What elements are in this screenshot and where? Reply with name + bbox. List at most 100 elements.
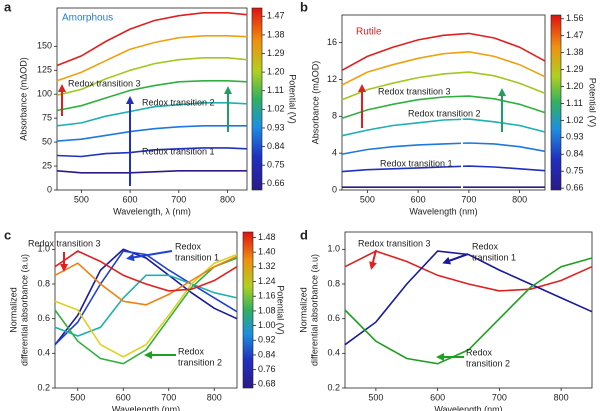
colorbar bbox=[550, 14, 562, 191]
spectrum-line bbox=[56, 80, 248, 112]
spectrum-line bbox=[54, 250, 238, 346]
x-tick-label: 600 bbox=[411, 194, 426, 204]
spectrum-line bbox=[341, 95, 546, 119]
colorbar-tick-label: 1.29 bbox=[267, 48, 285, 58]
y-tick-label: 0.8 bbox=[37, 278, 50, 288]
spectrum-line bbox=[56, 170, 247, 174]
annotation: Redox transition 3 bbox=[68, 78, 141, 88]
y-axis-label: differential absorbance (a.u) bbox=[309, 254, 319, 366]
colorbar-tick-label: 0.66 bbox=[566, 182, 584, 192]
y-tick-label: 0 bbox=[47, 184, 52, 194]
annotation: Redox transition 3 bbox=[358, 238, 431, 248]
y-tick-label: 150 bbox=[37, 41, 52, 51]
x-tick-label: 700 bbox=[161, 392, 176, 402]
x-tick-label: 500 bbox=[70, 392, 85, 402]
inset-label: Rutile bbox=[356, 27, 382, 38]
colorbar-tick-label: 0.75 bbox=[267, 160, 285, 170]
colorbar-tick-label: 0.66 bbox=[267, 178, 285, 188]
colorbar-tick-label: 1.00 bbox=[258, 320, 276, 330]
arrow bbox=[369, 249, 377, 270]
arrow bbox=[442, 253, 469, 265]
colorbar-tick-label: 1.16 bbox=[258, 291, 276, 301]
x-tick-label: 700 bbox=[492, 392, 507, 402]
y-axis-label: Absorbance (mΔOD) bbox=[310, 61, 320, 145]
x-tick-label: 500 bbox=[368, 392, 383, 402]
x-tick-label: 500 bbox=[360, 194, 375, 204]
annotation: Redox transition 1 bbox=[142, 146, 215, 156]
spectrum-line bbox=[56, 57, 248, 96]
colorbar-tick-label: 1.11 bbox=[566, 98, 583, 108]
spectrum-line bbox=[344, 257, 593, 365]
x-axis-label: Wavelength (nm) bbox=[112, 404, 180, 411]
annotation: Redox transition 3 bbox=[378, 86, 451, 96]
x-axis-label: Wavelength (nm) bbox=[434, 404, 502, 411]
colorbar-tick-label: 1.29 bbox=[566, 64, 584, 74]
spectrum-line bbox=[341, 165, 546, 173]
colorbar-label: Potential (V) bbox=[588, 78, 598, 128]
colorbar-tick-label: 0.84 bbox=[267, 141, 285, 151]
x-tick-label: 800 bbox=[554, 392, 569, 402]
spectrum-line bbox=[344, 250, 593, 346]
inset-label: Amorphous bbox=[62, 13, 113, 24]
colorbar-tick-label: 1.11 bbox=[267, 85, 284, 95]
colorbar-tick-label: 1.02 bbox=[566, 115, 584, 125]
plot-frame bbox=[56, 7, 248, 191]
panel-label: c bbox=[4, 227, 11, 242]
x-tick-label: 700 bbox=[461, 194, 476, 204]
colorbar-tick-label: 1.20 bbox=[566, 81, 584, 91]
colorbar-tick-label: 1.24 bbox=[258, 276, 276, 286]
spectrum-line bbox=[54, 274, 238, 337]
y-tick-label: 100 bbox=[37, 89, 52, 99]
y-tick-label: 0.8 bbox=[327, 278, 340, 288]
spectrum-line bbox=[56, 12, 248, 67]
panel-label: d bbox=[300, 227, 308, 242]
colorbar-tick-label: 1.40 bbox=[258, 247, 276, 257]
y-tick-label: 75 bbox=[42, 113, 52, 123]
colorbar-tick-label: 1.56 bbox=[566, 13, 584, 23]
colorbar-tick-label: 1.32 bbox=[258, 261, 276, 271]
colorbar-tick-label: 0.76 bbox=[258, 364, 276, 374]
y-tick-label: 0.4 bbox=[327, 348, 340, 358]
x-tick-label: 800 bbox=[207, 392, 222, 402]
colorbar-tick-label: 0.92 bbox=[258, 335, 276, 345]
colorbar-tick-label: 0.84 bbox=[566, 149, 584, 159]
y-tick-label: 1.0 bbox=[37, 244, 50, 254]
annotation: transition 2 bbox=[466, 358, 510, 368]
spectrum-line bbox=[54, 253, 238, 358]
y-tick-label: 0.6 bbox=[37, 313, 50, 323]
y-axis-label: Absorbance (mΔOD) bbox=[18, 57, 28, 141]
y-tick-label: 8 bbox=[332, 111, 337, 121]
spectrum-line bbox=[341, 142, 546, 155]
panel-label: a bbox=[4, 0, 12, 14]
y-tick-label: 125 bbox=[37, 65, 52, 75]
x-axis-label: Wavelength (nm) bbox=[409, 206, 477, 216]
colorbar-tick-label: 0.75 bbox=[566, 166, 584, 176]
x-axis-label: Wavelength, λ (nm) bbox=[113, 206, 191, 216]
x-tick-label: 500 bbox=[74, 194, 89, 204]
colorbar-tick-label: 0.68 bbox=[258, 379, 276, 389]
spectrum-line bbox=[341, 50, 546, 86]
x-tick-label: 800 bbox=[512, 194, 527, 204]
annotation: Redox bbox=[472, 241, 499, 251]
y-tick-label: 12 bbox=[327, 74, 337, 84]
arrow bbox=[126, 250, 173, 262]
spectrum-line bbox=[56, 35, 248, 82]
y-tick-label: 25 bbox=[42, 160, 52, 170]
colorbar-tick-label: 0.93 bbox=[566, 132, 584, 142]
x-tick-label: 600 bbox=[430, 392, 445, 402]
spectrum-line bbox=[341, 71, 546, 101]
colorbar bbox=[251, 7, 263, 191]
annotation: Redox bbox=[178, 346, 205, 356]
y-tick-label: 16 bbox=[327, 37, 337, 47]
annotation: transition 1 bbox=[472, 252, 516, 262]
plot-frame bbox=[341, 14, 546, 191]
y-tick-label: 1.0 bbox=[327, 244, 340, 254]
y-tick-label: 50 bbox=[42, 136, 52, 146]
annotation: Redox bbox=[466, 347, 493, 357]
y-tick-label: 0.2 bbox=[327, 382, 340, 392]
spectrum-line bbox=[56, 125, 247, 142]
colorbar-label: Potential (V) bbox=[288, 74, 298, 124]
x-tick-label: 800 bbox=[220, 194, 235, 204]
y-axis-label: Normalized bbox=[8, 287, 18, 333]
